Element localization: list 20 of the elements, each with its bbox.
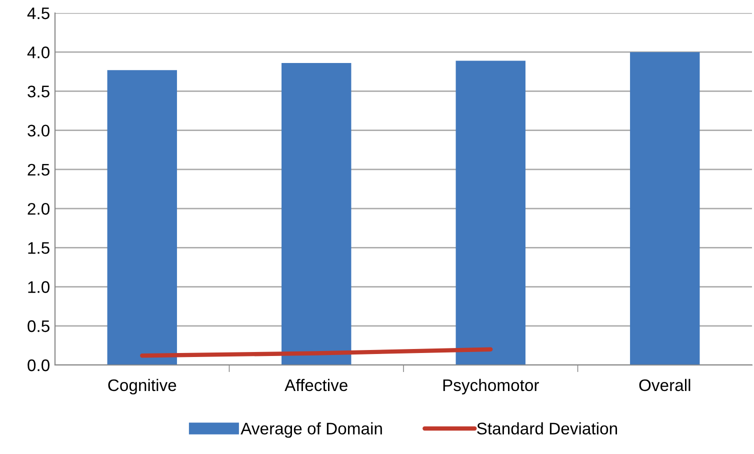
bar — [630, 52, 700, 365]
legend-label: Average of Domain — [240, 422, 382, 438]
y-tick-label: 1.5 — [28, 242, 50, 254]
x-tick-label: Psychomotor — [443, 378, 539, 394]
y-tick-label: 4.0 — [27, 46, 50, 58]
y-tick-label: 0.0 — [28, 359, 50, 372]
legend-label: Standard Deviation — [477, 422, 617, 434]
y-tick-label: 0.5 — [28, 320, 50, 332]
y-tick-label: 1.0 — [28, 281, 50, 293]
y-tick-label: 3.5 — [28, 86, 50, 98]
y-tick-label: 3.0 — [28, 124, 50, 137]
y-tick-label: 2.0 — [28, 202, 50, 215]
x-tick-label: Affective — [284, 378, 348, 392]
y-tick-label: 2.5 — [28, 164, 50, 176]
x-tick-label: Overall — [639, 378, 690, 392]
y-tick-label: 4.5 — [27, 8, 50, 20]
bar — [282, 63, 352, 365]
x-tick-label: Cognitive — [108, 378, 176, 394]
bar — [456, 60, 526, 365]
bar — [107, 70, 177, 365]
